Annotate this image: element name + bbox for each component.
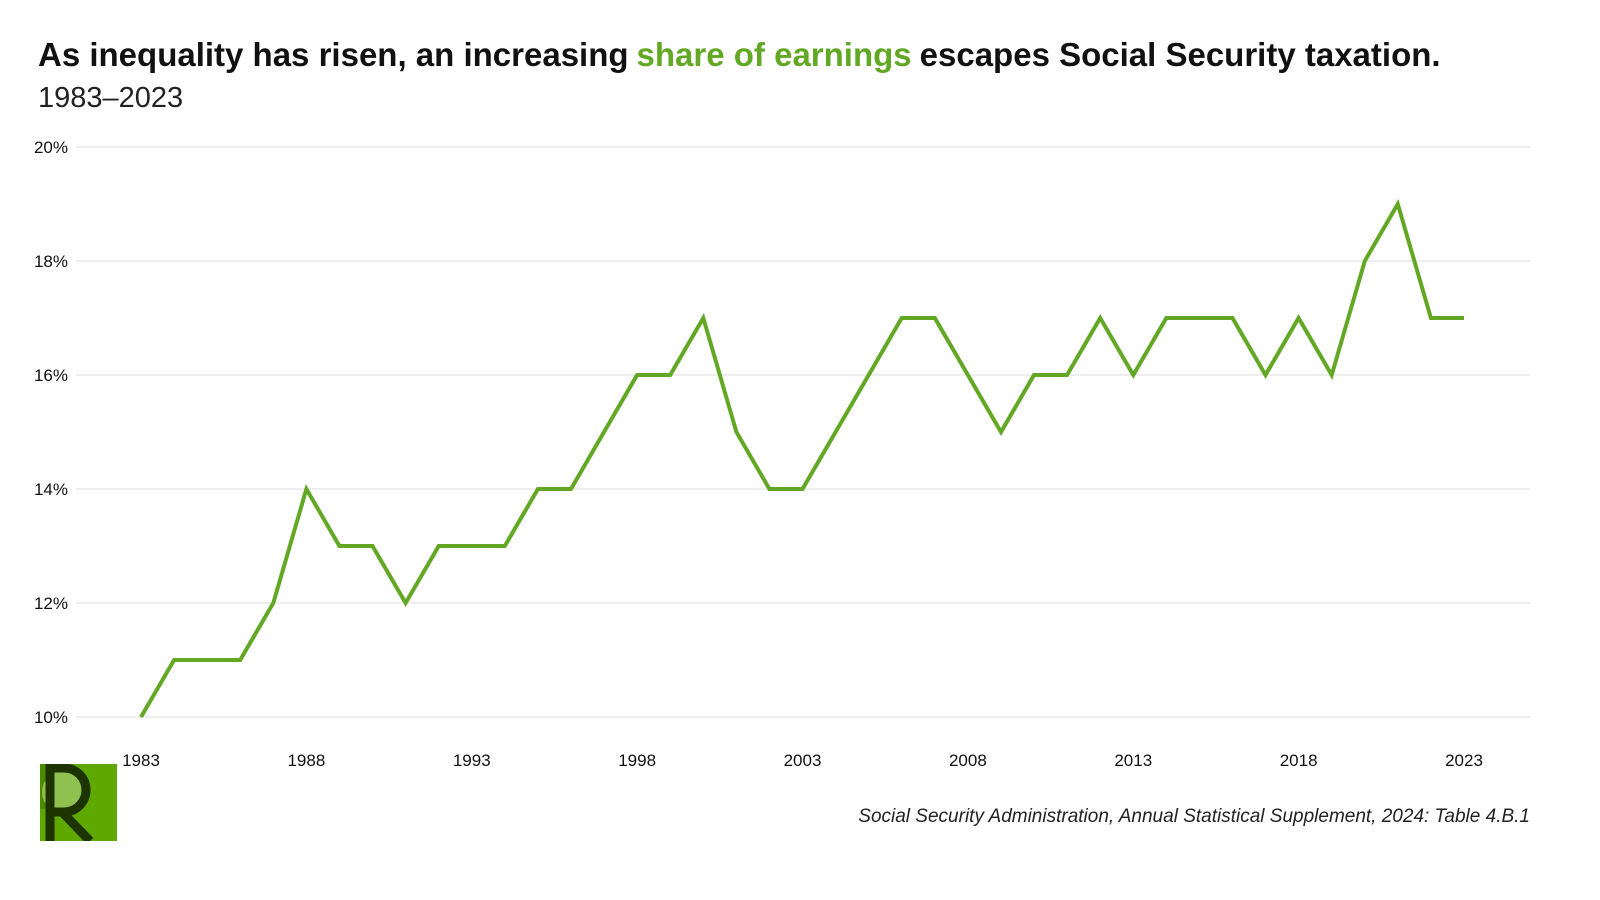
x-tick-label: 1988 [287, 751, 325, 770]
x-tick-label: 1993 [453, 751, 491, 770]
y-tick-label: 10% [34, 708, 68, 727]
chart-title: As inequality has risen, an increasing sh… [38, 36, 1441, 74]
x-tick-label: 2023 [1445, 751, 1483, 770]
chart-subtitle: 1983–2023 [38, 82, 184, 114]
title-part-2: escapes Social Security taxation. [919, 36, 1441, 73]
x-tick-label: 2013 [1114, 751, 1152, 770]
series-line [139, 198, 1464, 719]
y-tick-label: 18% [34, 252, 68, 271]
x-tick-label: 1998 [618, 751, 656, 770]
title-part-1: As inequality has risen, an increasing [38, 36, 629, 73]
x-tick-label: 1983 [122, 751, 160, 770]
logo [40, 764, 117, 841]
y-tick-label: 20% [34, 138, 68, 157]
x-tick-label: 2003 [784, 751, 822, 770]
y-tick-label: 16% [34, 366, 68, 385]
y-tick-label: 12% [34, 594, 68, 613]
title-highlight: share of earnings [636, 36, 912, 73]
logo-r-icon [40, 764, 117, 841]
x-tick-label: 2008 [949, 751, 987, 770]
x-tick-label: 2018 [1280, 751, 1318, 770]
y-tick-label: 14% [34, 480, 68, 499]
source-note: Social Security Administration, Annual S… [858, 806, 1530, 827]
